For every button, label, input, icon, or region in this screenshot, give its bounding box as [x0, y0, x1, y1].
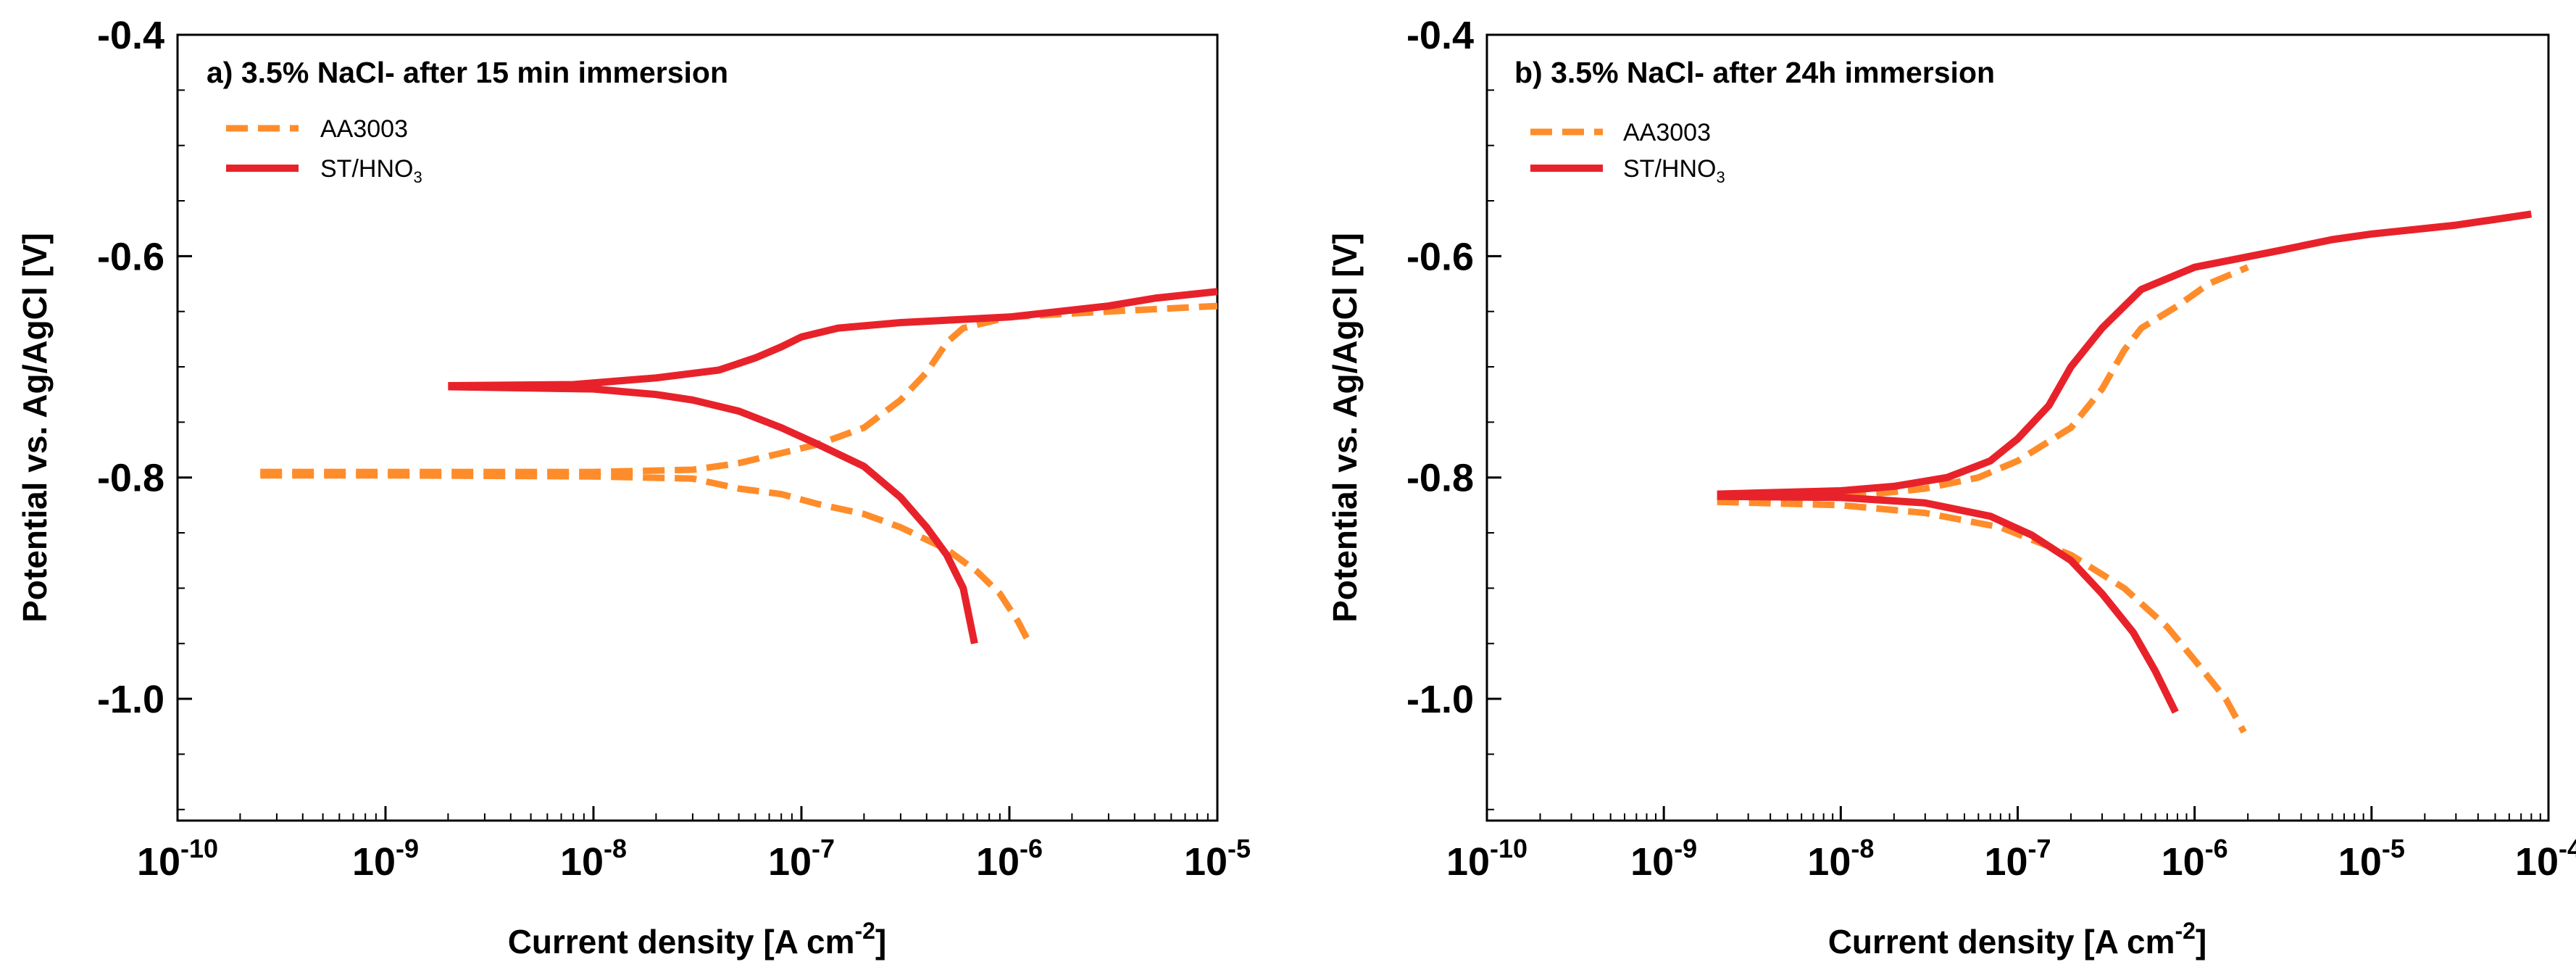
panel-a-series-aa3003-cathodic-branch [260, 472, 1033, 645]
panel-a-y-axis-label: Potential vs. Ag/AgCl [V] [16, 233, 54, 623]
panel-b-series-st-hno3-anodic-branch [1717, 210, 2533, 498]
panel-b: 10-10 10-9 10-8 10-7 10-6 10-5 10-4 -0.4-0.6-0… [1326, 14, 2576, 961]
panel-b-y-tick-labels: -0.4 -0.6 -0.8 -1.0 [1406, 14, 1474, 721]
panel-a-series-st-hno3-anodic-branch [448, 288, 1218, 389]
panel-a-x-axis-label: Current density [A cm-2] [508, 918, 887, 961]
panel-b-series [1717, 210, 2533, 734]
panel-b-series-aa3003-cathodic-branch [1717, 498, 2247, 734]
panel-a-y-tick-labels: -0.4 -0.6 -0.8 -1.0 [97, 14, 164, 721]
panel-b-ticks [1485, 33, 2550, 821]
panel-a-x-tick-label: 10-5 [1184, 834, 1251, 884]
panel-a-x-tick-labels: 10-10 10-9 10-8 10-7 10-6 10-5 [137, 834, 1251, 884]
panel-a-y-tick-label: -1.0 [97, 678, 164, 721]
panel-b-x-tick-label: 10-4 [2515, 834, 2576, 884]
panel-a-y-tick-label: -0.4 [97, 14, 164, 57]
panel-a-series-aa3003-anodic-branch [260, 302, 1218, 476]
panel-b-y-tick-label: -1.0 [1406, 678, 1474, 721]
panel-b-x-tick-label: 10-10 [1446, 834, 1527, 884]
panel-a-series [260, 288, 1218, 645]
panel-b-title: b) 3.5% NaCl- after 24h immersion [1514, 56, 1995, 89]
panel-a-legend-label-aa3003: AA3003 [320, 115, 408, 143]
panel-b-y-tick-label: -0.8 [1406, 457, 1474, 500]
panel-b-x-tick-label: 10-9 [1630, 834, 1697, 884]
panel-a-x-tick-label: 10-6 [976, 834, 1043, 884]
panel-b-x-tick-label: 10-7 [1984, 834, 2051, 884]
panel-a-legend: AA3003 ST/HNO3 [226, 115, 422, 186]
panel-b-x-axis-label: Current density [A cm-2] [1828, 918, 2207, 961]
panel-a-x-tick-label: 10-10 [137, 834, 218, 884]
panel-b-frame [1485, 33, 2550, 822]
panel-b-x-tick-label: 10-5 [2338, 834, 2405, 884]
panel-b-x-tick-labels: 10-10 10-9 10-8 10-7 10-6 10-5 10-4 [1446, 834, 2576, 884]
panel-a-y-tick-label: -0.8 [97, 457, 164, 500]
panel-a-legend-label-st-hno3: ST/HNO3 [320, 155, 422, 186]
panel-a-y-tick-label: -0.6 [97, 235, 164, 278]
panel-a-ticks [176, 33, 1219, 821]
panel-a-frame [176, 33, 1219, 822]
panel-a: 10-10 10-9 10-8 10-7 10-6 10-5 -0.4 -0.6 -0.8 -1… [16, 14, 1251, 961]
panel-a-x-tick-label: 10-9 [352, 834, 419, 884]
panel-b-y-axis-label: Potential vs. Ag/AgCl [V] [1326, 233, 1364, 623]
panel-a-x-tick-label: 10-7 [768, 834, 835, 884]
panel-a-title: a) 3.5% NaCl- after 15 min immersion [207, 56, 728, 89]
panel-b-x-tick-label: 10-6 [2162, 834, 2228, 884]
panel-b-series-aa3003-anodic-branch [1717, 264, 2249, 503]
panel-b-y-tick-label: -0.4 [1406, 14, 1474, 57]
panel-a-series-st-hno3-cathodic-branch [448, 383, 978, 644]
panel-b-legend-label-aa3003: AA3003 [1623, 119, 1711, 146]
panel-b-legend-label-st-hno3: ST/HNO3 [1623, 155, 1725, 186]
panel-b-x-tick-label: 10-8 [1807, 834, 1874, 884]
panel-b-y-tick-label: -0.6 [1406, 235, 1474, 278]
panel-b-series-st-hno3-cathodic-branch [1717, 492, 2179, 714]
panel-b-legend: AA3003 ST/HNO3 [1530, 119, 1725, 186]
panel-a-x-tick-label: 10-8 [560, 834, 627, 884]
